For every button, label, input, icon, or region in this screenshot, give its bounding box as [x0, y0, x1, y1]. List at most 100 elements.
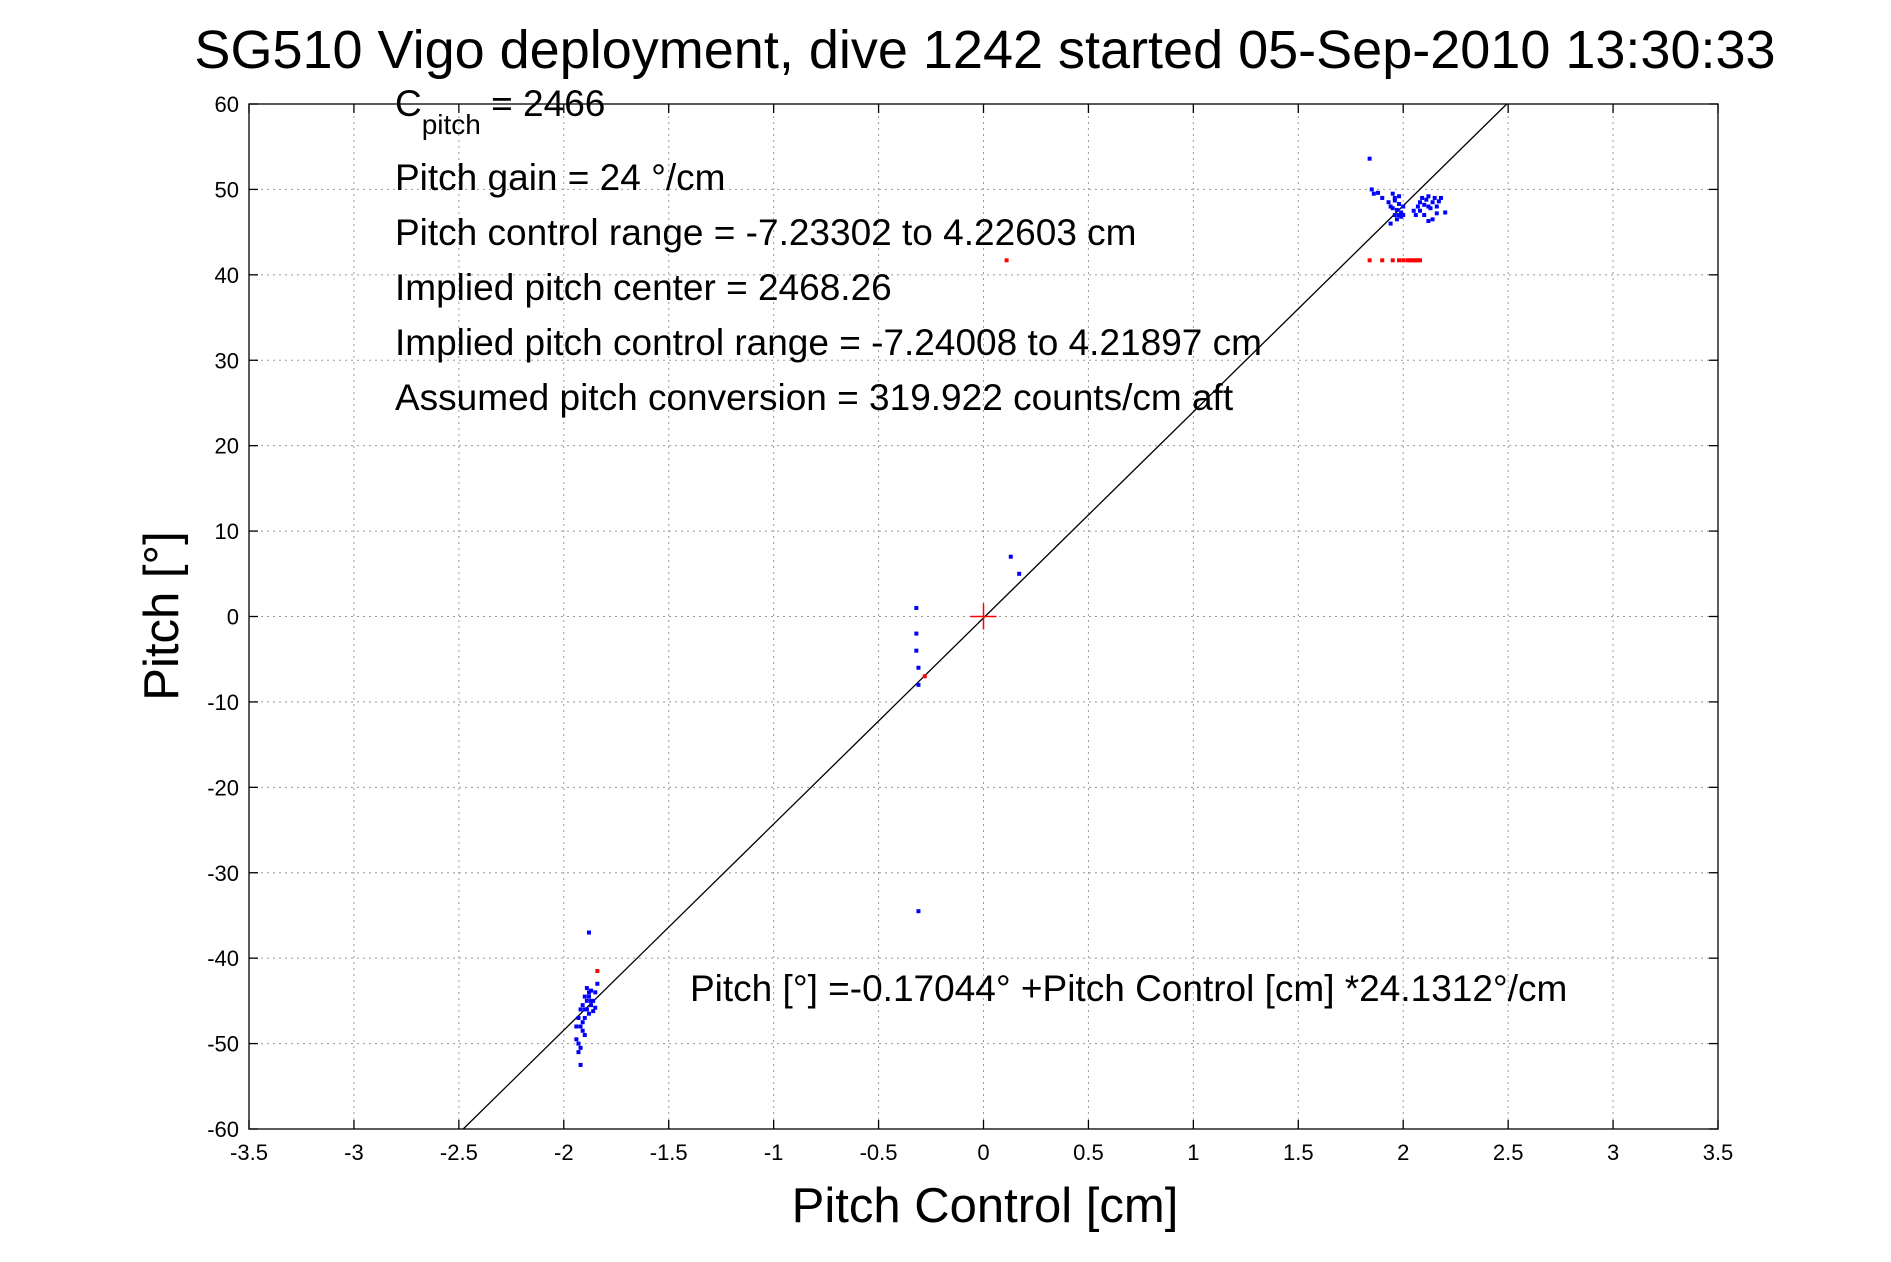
data-point — [1390, 206, 1395, 211]
data-point — [1390, 258, 1395, 263]
data-point — [576, 1041, 581, 1046]
data-point — [1397, 258, 1402, 263]
x-tick-label: -3.5 — [230, 1140, 268, 1165]
data-point — [1380, 195, 1385, 200]
x-tick-label: 3.5 — [1703, 1140, 1734, 1165]
data-point — [574, 1037, 579, 1042]
data-point — [1422, 202, 1427, 207]
y-tick-label: 0 — [227, 605, 239, 630]
y-tick-label: 20 — [215, 434, 239, 459]
data-point — [582, 1033, 587, 1038]
data-point — [1394, 207, 1399, 212]
data-point — [1397, 194, 1402, 199]
data-point — [589, 1003, 594, 1008]
annotation-c-pitch-value: = 2466 — [481, 83, 605, 124]
data-point — [595, 981, 600, 986]
x-tick-label: 3 — [1607, 1140, 1619, 1165]
x-tick-labels: -3.5 -3 -2.5 -2 -1.5 -1 -0.5 0 0.5 1 1.5 2 2.5 3 3.5 — [230, 1140, 1733, 1165]
annotation-implied-range: Implied pitch control range = -7.24008 t… — [395, 322, 1262, 363]
x-tick-label: 1.5 — [1283, 1140, 1314, 1165]
y-tick-label: 30 — [215, 348, 239, 373]
data-point — [1371, 191, 1376, 196]
data-point — [1386, 200, 1391, 205]
data-point — [580, 1003, 585, 1008]
data-point — [578, 1045, 583, 1050]
data-point — [916, 682, 921, 687]
data-point — [1420, 195, 1425, 200]
axis-ticks — [248, 103, 1719, 1130]
x-tick-label: -2.5 — [440, 1140, 478, 1165]
data-point — [1392, 198, 1397, 203]
x-tick-label: 0 — [977, 1140, 989, 1165]
y-tick-label: 60 — [215, 92, 239, 117]
data-point — [914, 648, 919, 653]
data-point — [1017, 571, 1022, 576]
data-point — [584, 986, 589, 991]
annotation-control-range: Pitch control range = -7.23302 to 4.2260… — [395, 212, 1137, 253]
data-point — [914, 631, 919, 636]
data-point — [1422, 213, 1427, 218]
data-point — [589, 998, 594, 1003]
data-point — [578, 1007, 583, 1012]
annotation-c-pitch-symbol: C — [395, 83, 422, 124]
data-point — [1434, 204, 1439, 209]
data-point — [1415, 204, 1420, 209]
data-point — [916, 665, 921, 670]
data-point — [1367, 156, 1372, 161]
annotation-c-pitch: Cpitch = 2466 — [395, 83, 605, 140]
data-point — [1399, 210, 1404, 215]
data-point — [1392, 195, 1397, 200]
data-point — [1401, 213, 1406, 218]
data-point — [582, 1007, 587, 1012]
chart-title: SG510 Vigo deployment, dive 1242 started… — [194, 20, 1775, 80]
annotation-fit-equation: Pitch [°] =-0.17044° +Pitch Control [cm]… — [690, 968, 1567, 1009]
data-point — [574, 1024, 579, 1029]
data-point — [1426, 194, 1431, 199]
x-tick-label: -1.5 — [650, 1140, 688, 1165]
data-point — [1418, 200, 1423, 205]
data-point — [922, 674, 927, 679]
data-point — [1376, 190, 1381, 195]
data-point — [1436, 199, 1441, 204]
y-tick-label: -60 — [207, 1117, 239, 1142]
y-tick-label: -50 — [207, 1032, 239, 1057]
y-tick-label: -40 — [207, 946, 239, 971]
annotation-pitch-gain: Pitch gain = 24 °/cm — [395, 157, 726, 198]
x-tick-label: 2 — [1397, 1140, 1409, 1165]
data-point — [1443, 210, 1448, 215]
annotation-pitch-conversion: Assumed pitch conversion = 319.922 count… — [395, 377, 1234, 418]
data-point — [584, 998, 589, 1003]
x-tick-label: -2 — [554, 1140, 574, 1165]
y-tick-label: 50 — [215, 177, 239, 202]
y-tick-label: -20 — [207, 775, 239, 800]
x-axis-label: Pitch Control [cm] — [792, 1179, 1179, 1233]
data-point — [1401, 258, 1406, 263]
data-point — [576, 1050, 581, 1055]
annotation-implied-center: Implied pitch center = 2468.26 — [395, 267, 892, 308]
y-tick-label: 40 — [215, 263, 239, 288]
data-point — [1413, 213, 1418, 218]
data-point — [593, 1005, 598, 1010]
data-point — [593, 990, 598, 995]
data-point — [1367, 258, 1372, 263]
data-point — [1397, 201, 1402, 206]
x-tick-label: 2.5 — [1493, 1140, 1524, 1165]
data-point — [578, 1024, 583, 1029]
data-point — [578, 1062, 583, 1067]
data-point — [1432, 195, 1437, 200]
data-point — [595, 968, 600, 973]
data-point — [1430, 200, 1435, 205]
data-point — [916, 909, 921, 914]
x-tick-label: -1 — [764, 1140, 784, 1165]
data-point — [591, 998, 596, 1003]
data-point — [584, 1007, 589, 1012]
data-point — [1424, 197, 1429, 202]
data-point — [1388, 204, 1393, 209]
data-point — [1418, 258, 1423, 263]
data-point — [1401, 204, 1406, 209]
y-tick-label: -30 — [207, 861, 239, 886]
data-point — [1390, 191, 1395, 196]
data-point — [1413, 258, 1418, 263]
data-point — [586, 990, 591, 995]
